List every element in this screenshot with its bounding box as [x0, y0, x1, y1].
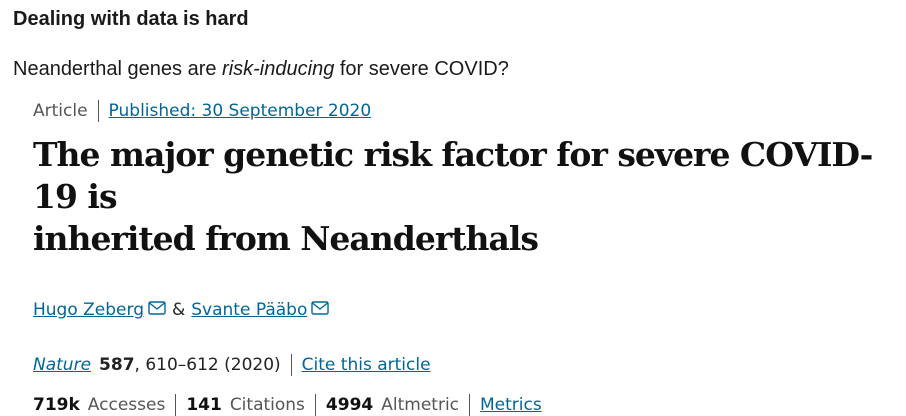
- published-date-link[interactable]: Published: 30 September 2020: [108, 101, 372, 121]
- article-title-line-2: inherited from Neanderthals: [33, 219, 539, 258]
- metrics-link[interactable]: Metrics: [480, 395, 542, 415]
- accesses-count: 719k: [33, 395, 80, 415]
- cite-article-link[interactable]: Cite this article: [301, 355, 431, 375]
- article-type: Article: [33, 101, 88, 121]
- accesses-label: Accesses: [87, 395, 166, 415]
- pages-year: , 610–612 (2020): [134, 355, 281, 375]
- divider: [290, 354, 292, 376]
- subtitle-emphasis: risk-inducing: [222, 58, 335, 80]
- author-list: Hugo Zeberg & Svante Pääbo: [33, 300, 893, 320]
- slide-subtitle: Neanderthal genes are risk-inducing for …: [13, 58, 509, 81]
- author-link-svante-paabo[interactable]: Svante Pääbo: [191, 300, 308, 320]
- subtitle-pre: Neanderthal genes are: [13, 58, 223, 80]
- citations-label: Citations: [229, 395, 305, 415]
- journal-link[interactable]: Nature: [33, 355, 92, 375]
- divider: [175, 394, 177, 416]
- article-title: The major genetic risk factor for severe…: [33, 134, 893, 260]
- divider: [314, 394, 316, 416]
- divider: [469, 394, 471, 416]
- altmetric-label: Altmetric: [381, 395, 460, 415]
- article-stats: 719k Accesses 141 Citations 4994 Altmetr…: [33, 394, 893, 416]
- article-meta: Article Published: 30 September 2020: [33, 100, 893, 122]
- altmetric-score: 4994: [325, 395, 374, 415]
- divider: [97, 100, 99, 122]
- article-title-line-1: The major genetic risk factor for severe…: [33, 135, 873, 216]
- citation-line: Nature 587 , 610–612 (2020) Cite this ar…: [33, 354, 893, 376]
- subtitle-post: for severe COVID?: [334, 58, 509, 80]
- author-separator: &: [172, 300, 186, 320]
- citations-count: 141: [186, 395, 222, 415]
- envelope-icon[interactable]: [311, 300, 330, 320]
- volume: 587: [99, 355, 135, 375]
- slide-title: Dealing with data is hard: [13, 8, 249, 30]
- envelope-icon[interactable]: [148, 300, 166, 320]
- article-card: Article Published: 30 September 2020 The…: [33, 100, 893, 416]
- author-link-hugo-zeberg[interactable]: Hugo Zeberg: [33, 300, 144, 320]
